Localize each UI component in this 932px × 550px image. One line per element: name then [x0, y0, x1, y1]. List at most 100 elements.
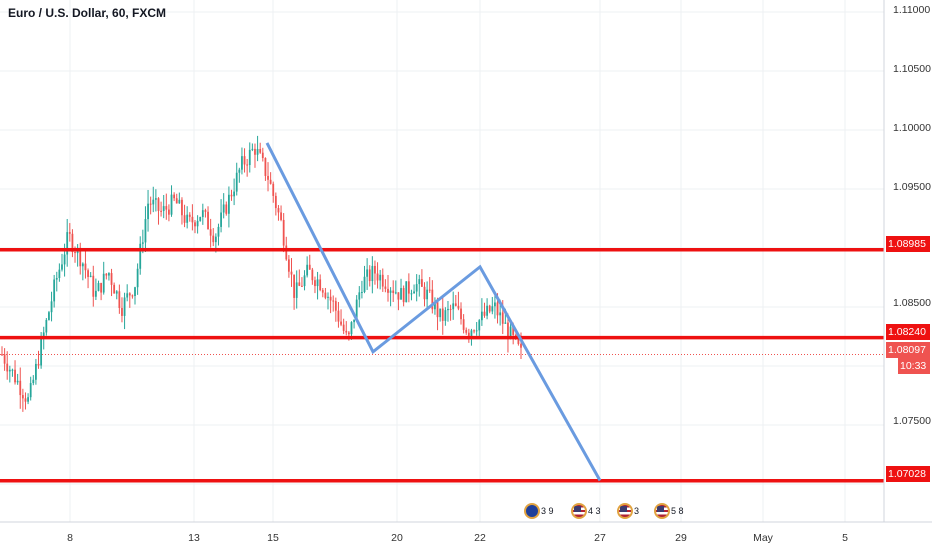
candle-body — [144, 219, 147, 243]
candle-body — [389, 290, 392, 293]
candle-body — [89, 275, 92, 277]
candle-body — [165, 206, 168, 210]
candle-body — [340, 321, 342, 325]
candle-body — [418, 279, 421, 285]
candle-body — [37, 363, 40, 366]
candle-body — [491, 306, 494, 312]
candle-body — [141, 242, 144, 244]
candle-body — [110, 273, 113, 285]
candle-body — [316, 279, 319, 287]
candle-body — [233, 191, 236, 197]
candle-body — [280, 212, 282, 220]
candle-body — [27, 397, 29, 402]
candle-body — [40, 338, 43, 366]
candle-body — [256, 148, 259, 155]
candle-body — [81, 263, 84, 267]
candle-body — [243, 156, 246, 165]
candle-body — [274, 195, 277, 209]
candle-body — [157, 198, 160, 211]
candle-body — [363, 276, 366, 292]
candle-body — [248, 149, 251, 166]
candle-body — [178, 199, 181, 204]
candle-body — [269, 179, 272, 184]
grid — [0, 0, 884, 522]
candle-body — [290, 271, 293, 275]
candle-body — [324, 292, 327, 298]
candle-body — [368, 269, 371, 282]
candle-body — [431, 289, 434, 310]
candle-body — [329, 296, 332, 301]
candle-body — [483, 311, 486, 316]
candle-body — [61, 264, 63, 270]
candle-body — [115, 291, 118, 294]
candle-body — [457, 305, 460, 309]
candle-body — [168, 209, 170, 215]
economic-event-marker[interactable]: 3 — [617, 502, 639, 520]
candle-body — [1, 354, 3, 356]
candle-body — [415, 284, 418, 292]
candle-body — [55, 278, 58, 280]
candle-body — [66, 232, 69, 255]
candle-body — [449, 308, 452, 310]
candle-body — [295, 282, 298, 298]
candle-body — [201, 210, 204, 218]
candle-body — [227, 194, 230, 214]
candle-body — [254, 148, 256, 155]
candle-body — [183, 215, 186, 223]
candle-body — [214, 236, 217, 243]
candle-body — [194, 222, 196, 227]
x-tick-label: 27 — [594, 532, 606, 544]
candle-body — [434, 302, 436, 310]
candle-body — [387, 288, 389, 293]
candle-body — [507, 322, 509, 339]
candle-body — [501, 312, 504, 324]
candle-body — [170, 194, 173, 215]
candles — [0, 135, 884, 412]
x-tick-label: 29 — [675, 532, 687, 544]
candle-body — [147, 203, 149, 220]
x-tick-label: 8 — [67, 532, 73, 544]
candle-body — [394, 292, 397, 294]
candle-body — [460, 308, 462, 320]
candle-body — [131, 295, 134, 297]
y-tick-label: 1.08500 — [893, 297, 931, 309]
event-count: 4 3 — [588, 506, 601, 516]
candle-body — [29, 383, 32, 398]
candle-body — [282, 219, 285, 246]
candle-body — [381, 274, 384, 287]
candle-body — [384, 286, 387, 289]
candle-body — [126, 293, 129, 298]
candle-body — [452, 303, 455, 310]
candle-body — [311, 269, 314, 281]
candle-body — [68, 232, 71, 234]
candle-body — [87, 270, 89, 277]
candle-body — [301, 285, 303, 287]
pattern-line — [265, 142, 602, 482]
candle-body — [475, 330, 478, 332]
candle-body — [53, 279, 56, 302]
candle-body — [264, 158, 267, 176]
economic-event-marker[interactable]: 5 8 — [654, 502, 684, 520]
y-tick-label: 1.09500 — [893, 181, 931, 193]
candle-body — [121, 307, 123, 316]
candle-body — [162, 206, 165, 212]
candle-body — [308, 264, 311, 270]
candle-body — [113, 284, 116, 294]
zigzag-pattern-line — [265, 142, 602, 482]
economic-event-marker[interactable]: 3 9 — [524, 502, 554, 520]
candle-body — [420, 279, 423, 287]
middle-level-label: 1.08240 — [886, 324, 930, 340]
candle-body — [337, 310, 340, 322]
candle-body — [371, 265, 374, 282]
candle-body — [207, 211, 209, 230]
candle-body — [222, 204, 225, 213]
candle-body — [136, 268, 139, 288]
candle-body — [154, 198, 157, 200]
event-count: 5 8 — [671, 506, 684, 516]
chart-title: Euro / U.S. Dollar, 60, FXCM — [8, 6, 167, 20]
candle-body — [447, 308, 449, 311]
candle-body — [480, 311, 483, 321]
economic-event-marker[interactable]: 4 3 — [571, 502, 601, 520]
candle-body — [241, 156, 243, 170]
